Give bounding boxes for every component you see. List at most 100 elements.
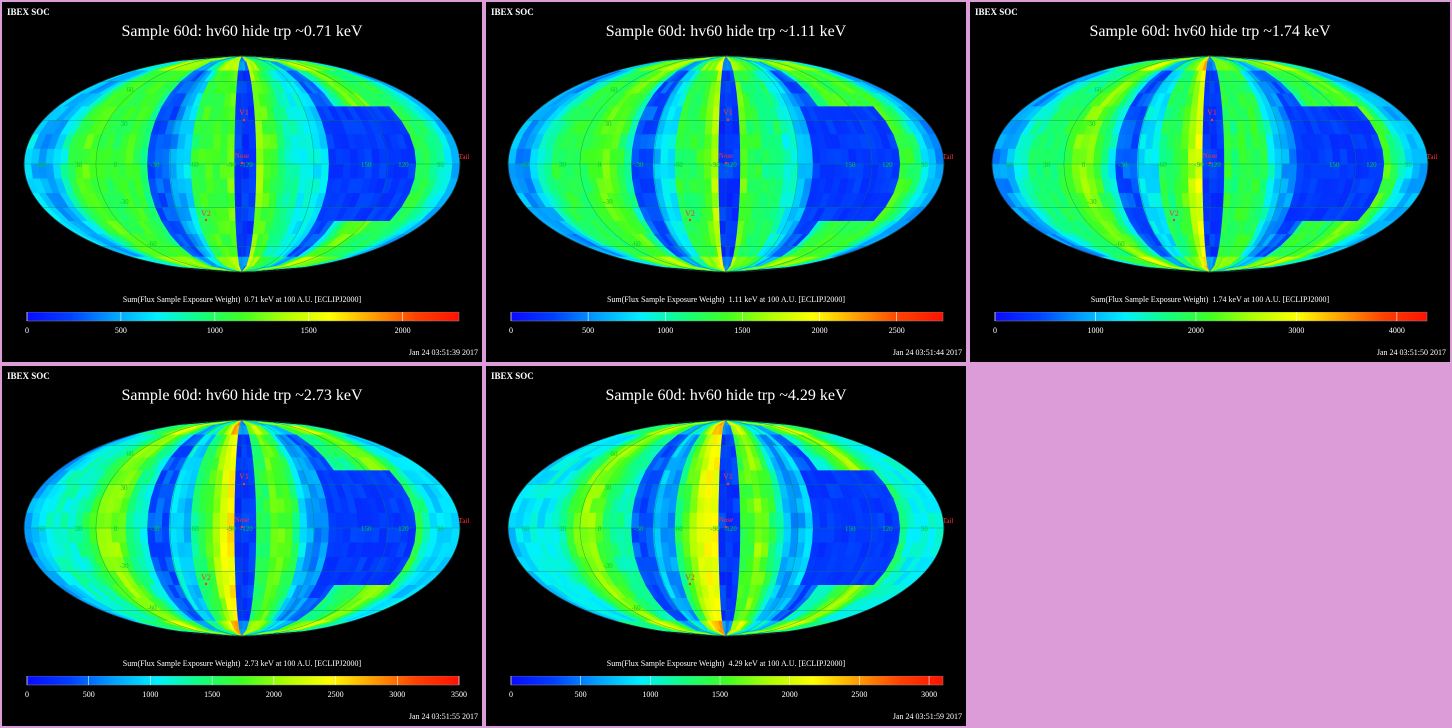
map-cell xyxy=(320,163,330,180)
map-cell xyxy=(732,193,741,208)
map-cell xyxy=(227,484,236,499)
map-cell xyxy=(1288,148,1298,165)
map-cell xyxy=(1173,148,1182,165)
map-cell xyxy=(689,498,699,514)
map-cell xyxy=(256,148,265,165)
colorbar-tick-label: 1000 xyxy=(657,326,673,335)
map-cell xyxy=(1252,163,1262,180)
map-cell xyxy=(1086,148,1096,165)
map-cell xyxy=(270,512,279,529)
map-cell xyxy=(205,148,214,165)
map-cell xyxy=(1237,178,1247,194)
map-cell xyxy=(696,148,705,165)
map-cell xyxy=(1216,178,1225,194)
map-cell xyxy=(623,148,633,165)
map-cell xyxy=(1203,221,1211,235)
panel-title: Sample 60d: hv60 hide trp ~1.74 keV xyxy=(1089,23,1331,40)
latitude-label: 60 xyxy=(611,86,619,94)
tail-marker-label: Tail xyxy=(459,153,470,161)
map-cell xyxy=(725,498,734,514)
longitude-label: 90 xyxy=(1405,161,1413,169)
map-cell xyxy=(704,134,713,150)
map-cell xyxy=(1281,148,1291,165)
longitude-label: 0 xyxy=(114,161,118,169)
map-cell xyxy=(718,498,727,514)
map-cell xyxy=(234,542,243,558)
map-cell xyxy=(241,542,250,558)
map-cell xyxy=(1303,163,1313,180)
map-cell xyxy=(227,498,236,514)
map-cell xyxy=(118,148,128,165)
map-cell xyxy=(719,93,727,108)
map-cell xyxy=(689,178,699,194)
map-cell xyxy=(720,445,727,459)
map-cell xyxy=(1204,70,1211,83)
longitude-label: 30 xyxy=(75,525,83,533)
map-cell xyxy=(234,134,243,150)
map-cell xyxy=(776,148,785,165)
map-cell xyxy=(220,557,230,572)
latitude-label: 60 xyxy=(127,450,135,458)
timestamp: Jan 24 03:51:50 2017 xyxy=(1376,348,1446,357)
tail-marker-label: Tail xyxy=(459,517,470,525)
v2-marker-label: V2 xyxy=(201,209,211,218)
longitude-label: 150 xyxy=(361,525,372,533)
map-outline xyxy=(507,55,945,273)
map-cell xyxy=(719,457,727,472)
map-cell xyxy=(682,178,692,194)
map-cell xyxy=(725,120,734,135)
colorbar-tick-label: 500 xyxy=(115,326,127,335)
map-cell xyxy=(241,571,249,586)
map-cell xyxy=(269,134,279,150)
longitude-label: 60 xyxy=(38,161,46,169)
mollweide-sky-map: 60 30 0 -30 -60 -90 -120 150 120 906030-30-60V1V2… xyxy=(23,419,470,637)
latitude-label: -30 xyxy=(119,198,129,206)
tail-marker-label: Tail xyxy=(1427,153,1438,161)
map-cell xyxy=(241,93,249,108)
map-cell xyxy=(236,81,243,95)
nose-marker-label: Nose xyxy=(235,516,249,524)
map-cell xyxy=(1209,193,1218,208)
map-cell xyxy=(236,70,243,83)
longitude-label: 120 xyxy=(398,161,409,169)
map-cell xyxy=(720,234,727,247)
map-cell xyxy=(235,93,243,108)
map-cell xyxy=(609,163,619,180)
map-cell xyxy=(696,134,706,150)
latitude-label: 30 xyxy=(121,120,129,128)
nose-marker xyxy=(724,161,728,165)
map-cell xyxy=(826,148,836,165)
map-cell xyxy=(205,498,215,514)
map-cell xyxy=(719,207,727,222)
colorbar: 0 500 1000 1500 2000 2500 3000 3500 xyxy=(25,676,467,699)
v1-marker xyxy=(242,482,246,486)
map-cell xyxy=(248,542,257,558)
longitude-label: -90 xyxy=(1194,161,1204,169)
map-cell xyxy=(220,542,229,558)
map-cell xyxy=(704,120,714,135)
map-cell xyxy=(1296,148,1305,165)
map-cell xyxy=(1224,163,1233,180)
map-cell xyxy=(277,512,286,529)
colorbar-tick-label: 2500 xyxy=(328,690,344,699)
map-cell xyxy=(236,610,243,622)
map-cell xyxy=(342,512,352,529)
map-cell xyxy=(236,234,243,247)
map-cell xyxy=(1100,148,1110,165)
map-cell xyxy=(826,163,836,180)
map-cell xyxy=(212,542,222,558)
map-cell xyxy=(725,178,734,194)
map-cell xyxy=(833,163,843,180)
v1-marker xyxy=(242,118,246,122)
map-cell xyxy=(1303,148,1313,165)
map-cell xyxy=(1310,148,1320,165)
map-cell xyxy=(616,148,626,165)
map-cell xyxy=(248,134,257,150)
map-cell xyxy=(328,527,337,544)
colorbar-gradient xyxy=(26,676,460,686)
map-cell xyxy=(713,221,721,235)
map-cell xyxy=(205,134,215,150)
map-cell xyxy=(118,512,128,529)
map-cell xyxy=(277,148,286,165)
map-cell xyxy=(718,120,727,135)
